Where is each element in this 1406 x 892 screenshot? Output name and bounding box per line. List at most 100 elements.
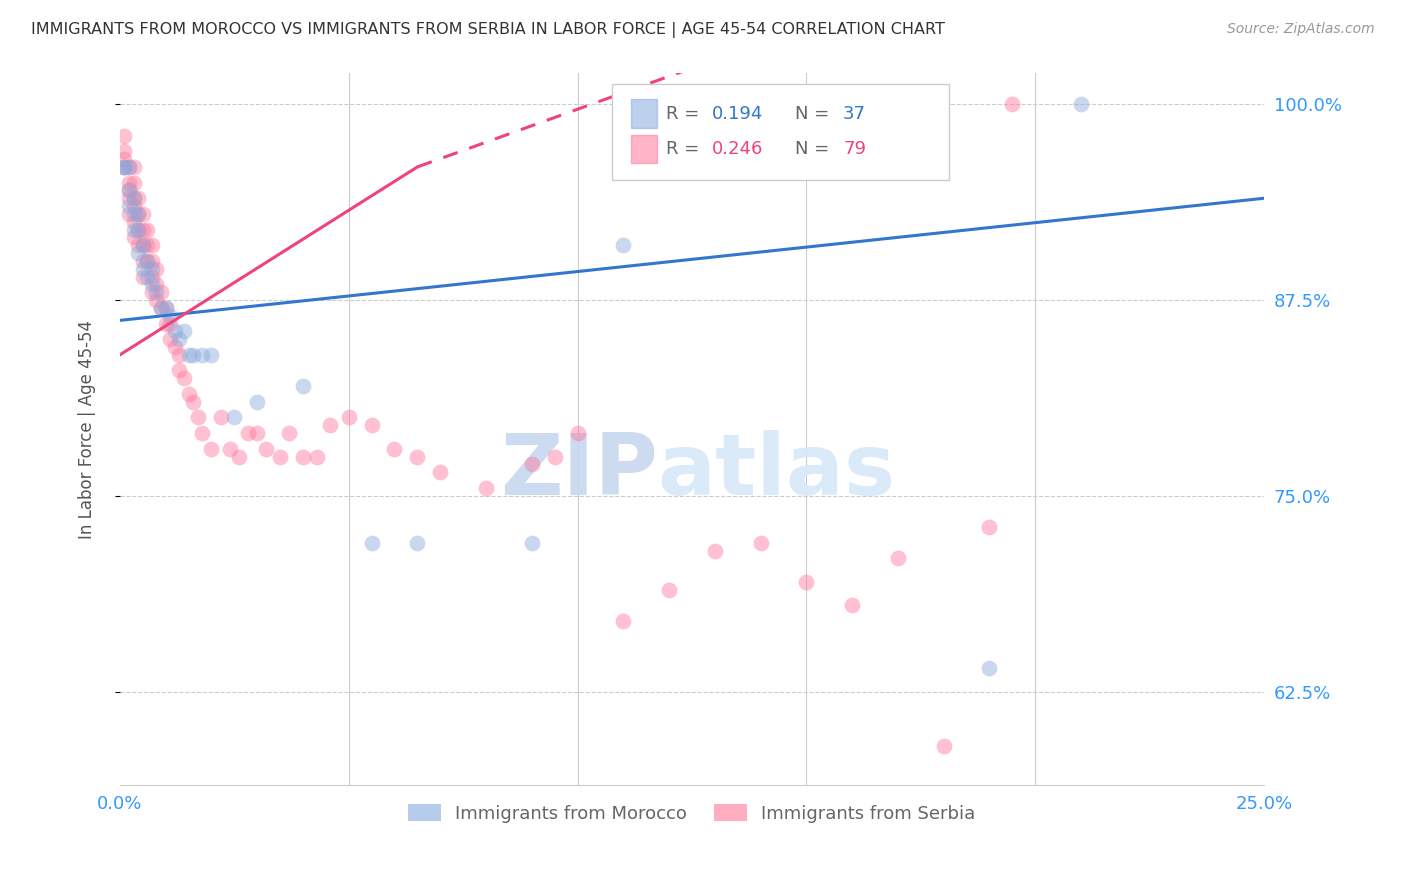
- Point: [337, 410, 360, 425]
- Point: [218, 442, 240, 456]
- Point: [127, 207, 149, 221]
- Point: [118, 160, 141, 174]
- Point: [159, 317, 181, 331]
- Point: [291, 379, 314, 393]
- Point: [114, 160, 136, 174]
- Point: [114, 128, 136, 143]
- Point: [155, 317, 177, 331]
- Point: [150, 301, 173, 315]
- Point: [187, 410, 209, 425]
- Point: [122, 191, 145, 205]
- Point: [118, 160, 141, 174]
- Text: N =: N =: [794, 140, 835, 158]
- Point: [360, 418, 382, 433]
- Point: [118, 199, 141, 213]
- Point: [150, 301, 173, 315]
- Point: [200, 348, 222, 362]
- Point: [155, 301, 177, 315]
- Point: [122, 215, 145, 229]
- Point: [118, 176, 141, 190]
- Point: [319, 418, 342, 433]
- Text: Source: ZipAtlas.com: Source: ZipAtlas.com: [1227, 22, 1375, 37]
- Point: [118, 207, 141, 221]
- Point: [118, 183, 141, 197]
- Point: [209, 410, 232, 425]
- Point: [155, 301, 177, 315]
- Point: [122, 199, 145, 213]
- Point: [191, 348, 214, 362]
- Point: [979, 520, 1001, 534]
- Point: [177, 387, 200, 401]
- Text: 0.246: 0.246: [711, 140, 763, 158]
- Point: [1001, 97, 1024, 112]
- Point: [360, 535, 382, 549]
- Point: [141, 269, 163, 284]
- Point: [145, 261, 167, 276]
- Point: [384, 442, 406, 456]
- Point: [118, 183, 141, 197]
- Point: [406, 450, 429, 464]
- Point: [429, 465, 451, 479]
- Y-axis label: In Labor Force | Age 45-54: In Labor Force | Age 45-54: [79, 319, 96, 539]
- Point: [169, 348, 191, 362]
- Text: IMMIGRANTS FROM MOROCCO VS IMMIGRANTS FROM SERBIA IN LABOR FORCE | AGE 45-54 COR: IMMIGRANTS FROM MOROCCO VS IMMIGRANTS FR…: [31, 22, 945, 38]
- Point: [141, 261, 163, 276]
- Point: [181, 394, 204, 409]
- Point: [114, 160, 136, 174]
- Point: [246, 426, 269, 441]
- Point: [127, 191, 149, 205]
- Point: [246, 394, 269, 409]
- Point: [173, 324, 195, 338]
- Point: [132, 238, 155, 252]
- Point: [224, 410, 246, 425]
- Point: [159, 332, 181, 346]
- Point: [132, 253, 155, 268]
- Point: [118, 191, 141, 205]
- Point: [141, 238, 163, 252]
- Point: [236, 426, 259, 441]
- Point: [567, 426, 589, 441]
- Point: [141, 253, 163, 268]
- Text: R =: R =: [665, 104, 704, 122]
- Text: atlas: atlas: [658, 431, 896, 514]
- Point: [127, 207, 149, 221]
- Text: R =: R =: [665, 140, 704, 158]
- Point: [796, 574, 818, 589]
- Point: [887, 551, 910, 566]
- Point: [127, 222, 149, 236]
- Point: [145, 277, 167, 292]
- Point: [136, 238, 159, 252]
- Point: [254, 442, 277, 456]
- Point: [191, 426, 214, 441]
- Point: [200, 442, 222, 456]
- Point: [136, 222, 159, 236]
- Point: [145, 285, 167, 300]
- Point: [979, 661, 1001, 675]
- Point: [122, 176, 145, 190]
- Point: [278, 426, 301, 441]
- Point: [173, 371, 195, 385]
- Point: [136, 269, 159, 284]
- FancyBboxPatch shape: [612, 84, 949, 180]
- Point: [703, 543, 725, 558]
- Point: [132, 222, 155, 236]
- Point: [114, 145, 136, 159]
- Bar: [631, 99, 657, 128]
- Point: [291, 450, 314, 464]
- Point: [122, 207, 145, 221]
- Point: [159, 309, 181, 323]
- Point: [127, 246, 149, 260]
- Point: [122, 222, 145, 236]
- Point: [136, 253, 159, 268]
- Point: [141, 285, 163, 300]
- Point: [520, 458, 543, 472]
- Point: [136, 253, 159, 268]
- Point: [114, 152, 136, 166]
- Point: [228, 450, 250, 464]
- Point: [163, 340, 186, 354]
- Point: [544, 450, 567, 464]
- Point: [520, 535, 543, 549]
- Text: 79: 79: [844, 140, 866, 158]
- Bar: [631, 135, 657, 163]
- Point: [169, 332, 191, 346]
